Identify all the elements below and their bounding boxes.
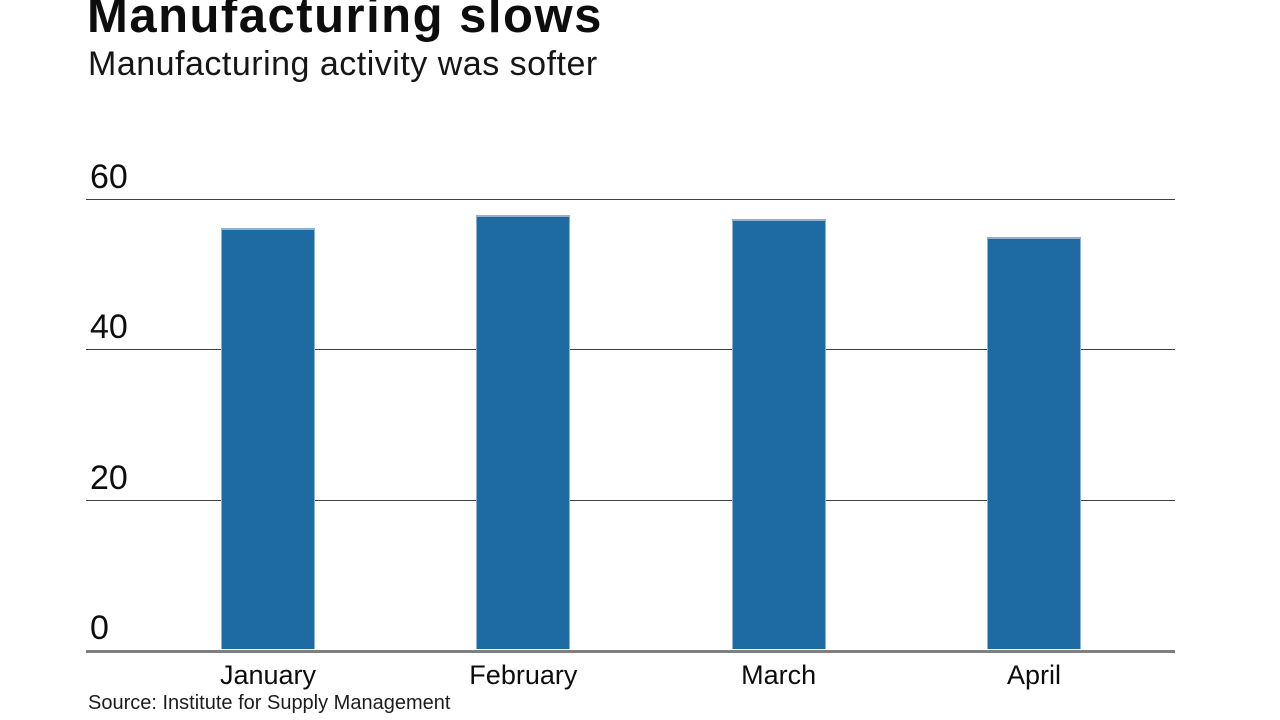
- bar-chart-plot-area: 60 40 20 0 January February March April: [86, 160, 1175, 690]
- xtick-label-march: March: [741, 660, 817, 690]
- ytick-label-60: 60: [90, 158, 128, 196]
- xtick-label-january: January: [219, 660, 317, 690]
- chart-title: Manufacturing slows: [87, 0, 603, 43]
- gridline-60: [86, 199, 1175, 200]
- xtick-label-february: February: [469, 660, 578, 690]
- gridline-40: [86, 349, 1175, 351]
- gridline-20: [86, 499, 1175, 501]
- chart-subtitle: Manufacturing activity was softer: [88, 45, 598, 83]
- bar-january: [221, 228, 315, 649]
- ytick-label-20: 20: [90, 458, 128, 497]
- source-note: Source: Institute for Supply Management: [88, 692, 451, 714]
- ytick-label-40: 40: [90, 308, 128, 347]
- bar-april: [986, 237, 1081, 649]
- bar-march: [731, 219, 826, 649]
- bar-february: [476, 215, 571, 649]
- ytick-label-0: 0: [90, 609, 109, 647]
- gridline-0: [86, 650, 1175, 653]
- xtick-label-april: April: [1006, 660, 1061, 690]
